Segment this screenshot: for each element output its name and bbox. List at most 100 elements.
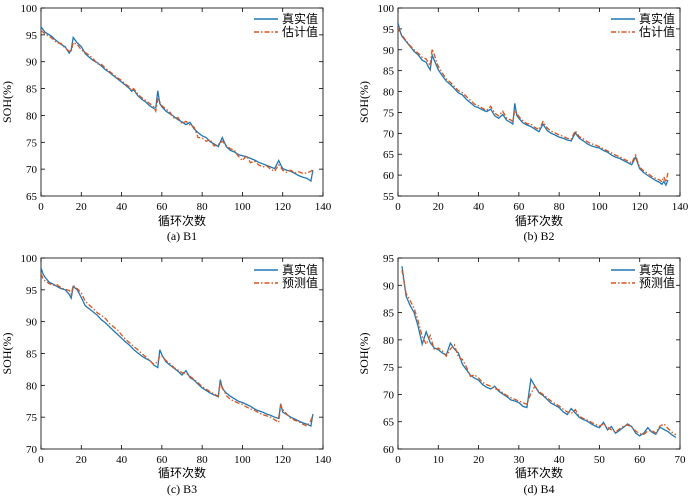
y-axis-label: SOH(%) (357, 333, 371, 375)
legend-label: 真实值 (639, 262, 675, 277)
y-tick-label: 100 (378, 3, 395, 15)
y-tick-label: 55 (383, 191, 395, 203)
x-tick-label: 70 (675, 454, 687, 466)
x-axis-label: 循环次数 (158, 465, 206, 480)
x-tick-label: 140 (672, 201, 689, 213)
y-tick-label: 65 (26, 191, 38, 203)
chart-panel-1: 0 20 40 60 80 100 120 140 65 70 75 80 85 90 95 100 循环次数 S… (0, 3, 332, 243)
y-tick-label: 75 (383, 107, 395, 119)
legend-label: 预测值 (639, 275, 675, 290)
series-line-actual (41, 267, 314, 428)
y-tick-label: 90 (26, 57, 38, 69)
x-tick-label: 80 (554, 201, 566, 213)
y-tick-label: 95 (26, 285, 38, 297)
x-tick-label: 40 (116, 201, 128, 213)
x-tick-label: 100 (234, 454, 251, 466)
x-tick-label: 140 (315, 201, 332, 213)
y-tick-label: 80 (26, 110, 38, 122)
y-tick-label: 80 (383, 335, 395, 347)
plot-frame (40, 257, 324, 450)
x-tick-label: 40 (554, 454, 566, 466)
series-line-predicted (41, 273, 314, 427)
x-tick-label: 20 (76, 454, 88, 466)
y-tick-label: 100 (21, 253, 38, 265)
x-tick-label: 60 (156, 454, 168, 466)
x-axis-label: 循环次数 (158, 213, 206, 228)
x-tick-label: 0 (38, 201, 44, 213)
x-tick-label: 0 (38, 454, 44, 466)
legend-label: 估计值 (282, 24, 318, 39)
y-tick-label: 80 (383, 87, 395, 99)
y-tick-label: 95 (383, 24, 395, 36)
subplot-caption: (d) B4 (524, 482, 555, 496)
series-line-predicted (401, 269, 677, 436)
y-tick-label: 70 (383, 389, 395, 401)
y-axis-label: SOH(%) (0, 333, 14, 375)
x-tick-label: 60 (634, 454, 646, 466)
y-tick-label: 85 (383, 308, 395, 320)
x-tick-label: 120 (631, 201, 648, 213)
chart-panel-2: 0 20 40 60 80 100 120 140 55 60 65 70 75 80 85 90 95 100 循… (357, 3, 689, 243)
y-tick-label: 65 (383, 417, 395, 429)
y-tick-label: 100 (21, 3, 38, 15)
y-axis-label: SOH(%) (357, 81, 371, 123)
y-tick-label: 70 (26, 164, 38, 176)
x-tick-label: 40 (473, 201, 485, 213)
plot-frame (40, 7, 324, 197)
x-tick-label: 120 (274, 201, 291, 213)
chart-panel-4: 0 10 20 30 40 50 60 70 60 65 70 75 80 85 90 95 循环次数 SOH(%… (357, 253, 686, 496)
y-tick-label: 60 (383, 170, 395, 182)
y-tick-label: 70 (383, 128, 395, 140)
y-tick-label: 95 (383, 253, 395, 265)
x-tick-label: 10 (433, 454, 445, 466)
legend-label: 真实值 (282, 262, 318, 277)
series-line-actual (41, 26, 314, 183)
subplot-caption: (c) B3 (167, 482, 197, 496)
x-tick-label: 30 (513, 454, 525, 466)
x-tick-label: 20 (473, 454, 485, 466)
y-tick-label: 70 (26, 444, 38, 456)
legend-label: 真实值 (282, 11, 318, 26)
x-tick-label: 60 (156, 201, 168, 213)
x-axis-label: 循环次数 (515, 465, 563, 480)
x-tick-label: 50 (594, 454, 606, 466)
x-tick-label: 80 (197, 201, 209, 213)
y-tick-label: 95 (26, 30, 38, 42)
x-axis-label: 循环次数 (515, 213, 563, 228)
x-tick-label: 100 (234, 201, 251, 213)
series-line-actual (401, 266, 677, 439)
series-line-actual (398, 22, 669, 187)
x-tick-label: 20 (433, 201, 445, 213)
subplot-caption: (a) B1 (167, 229, 197, 243)
y-tick-label: 60 (383, 444, 395, 456)
series-line-predicted (41, 30, 314, 175)
y-tick-label: 90 (383, 280, 395, 292)
x-tick-label: 80 (197, 454, 209, 466)
chart-panel-3: 0 20 40 60 80 100 120 140 70 75 80 85 90 95 100 循环次数 SOH… (0, 253, 332, 496)
y-tick-label: 75 (383, 362, 395, 374)
y-tick-label: 90 (383, 45, 395, 57)
y-tick-label: 85 (26, 349, 38, 361)
series-line-predicted (398, 26, 669, 185)
y-tick-label: 75 (26, 137, 38, 149)
x-tick-label: 0 (395, 454, 401, 466)
y-tick-label: 75 (26, 412, 38, 424)
y-tick-label: 80 (26, 380, 38, 392)
x-tick-label: 0 (395, 201, 401, 213)
legend-label: 估计值 (639, 24, 675, 39)
plot-frame (397, 257, 681, 450)
legend-label: 真实值 (639, 11, 675, 26)
y-tick-label: 85 (26, 84, 38, 96)
x-tick-label: 140 (315, 454, 332, 466)
legend-label: 预测值 (282, 275, 318, 290)
x-tick-label: 60 (513, 201, 525, 213)
y-axis-label: SOH(%) (0, 81, 14, 123)
y-tick-label: 90 (26, 317, 38, 329)
plot-frame (397, 7, 681, 197)
x-tick-label: 120 (274, 454, 291, 466)
y-tick-label: 85 (383, 66, 395, 78)
subplot-caption: (b) B2 (524, 229, 555, 243)
x-tick-label: 40 (116, 454, 128, 466)
x-tick-label: 20 (76, 201, 88, 213)
